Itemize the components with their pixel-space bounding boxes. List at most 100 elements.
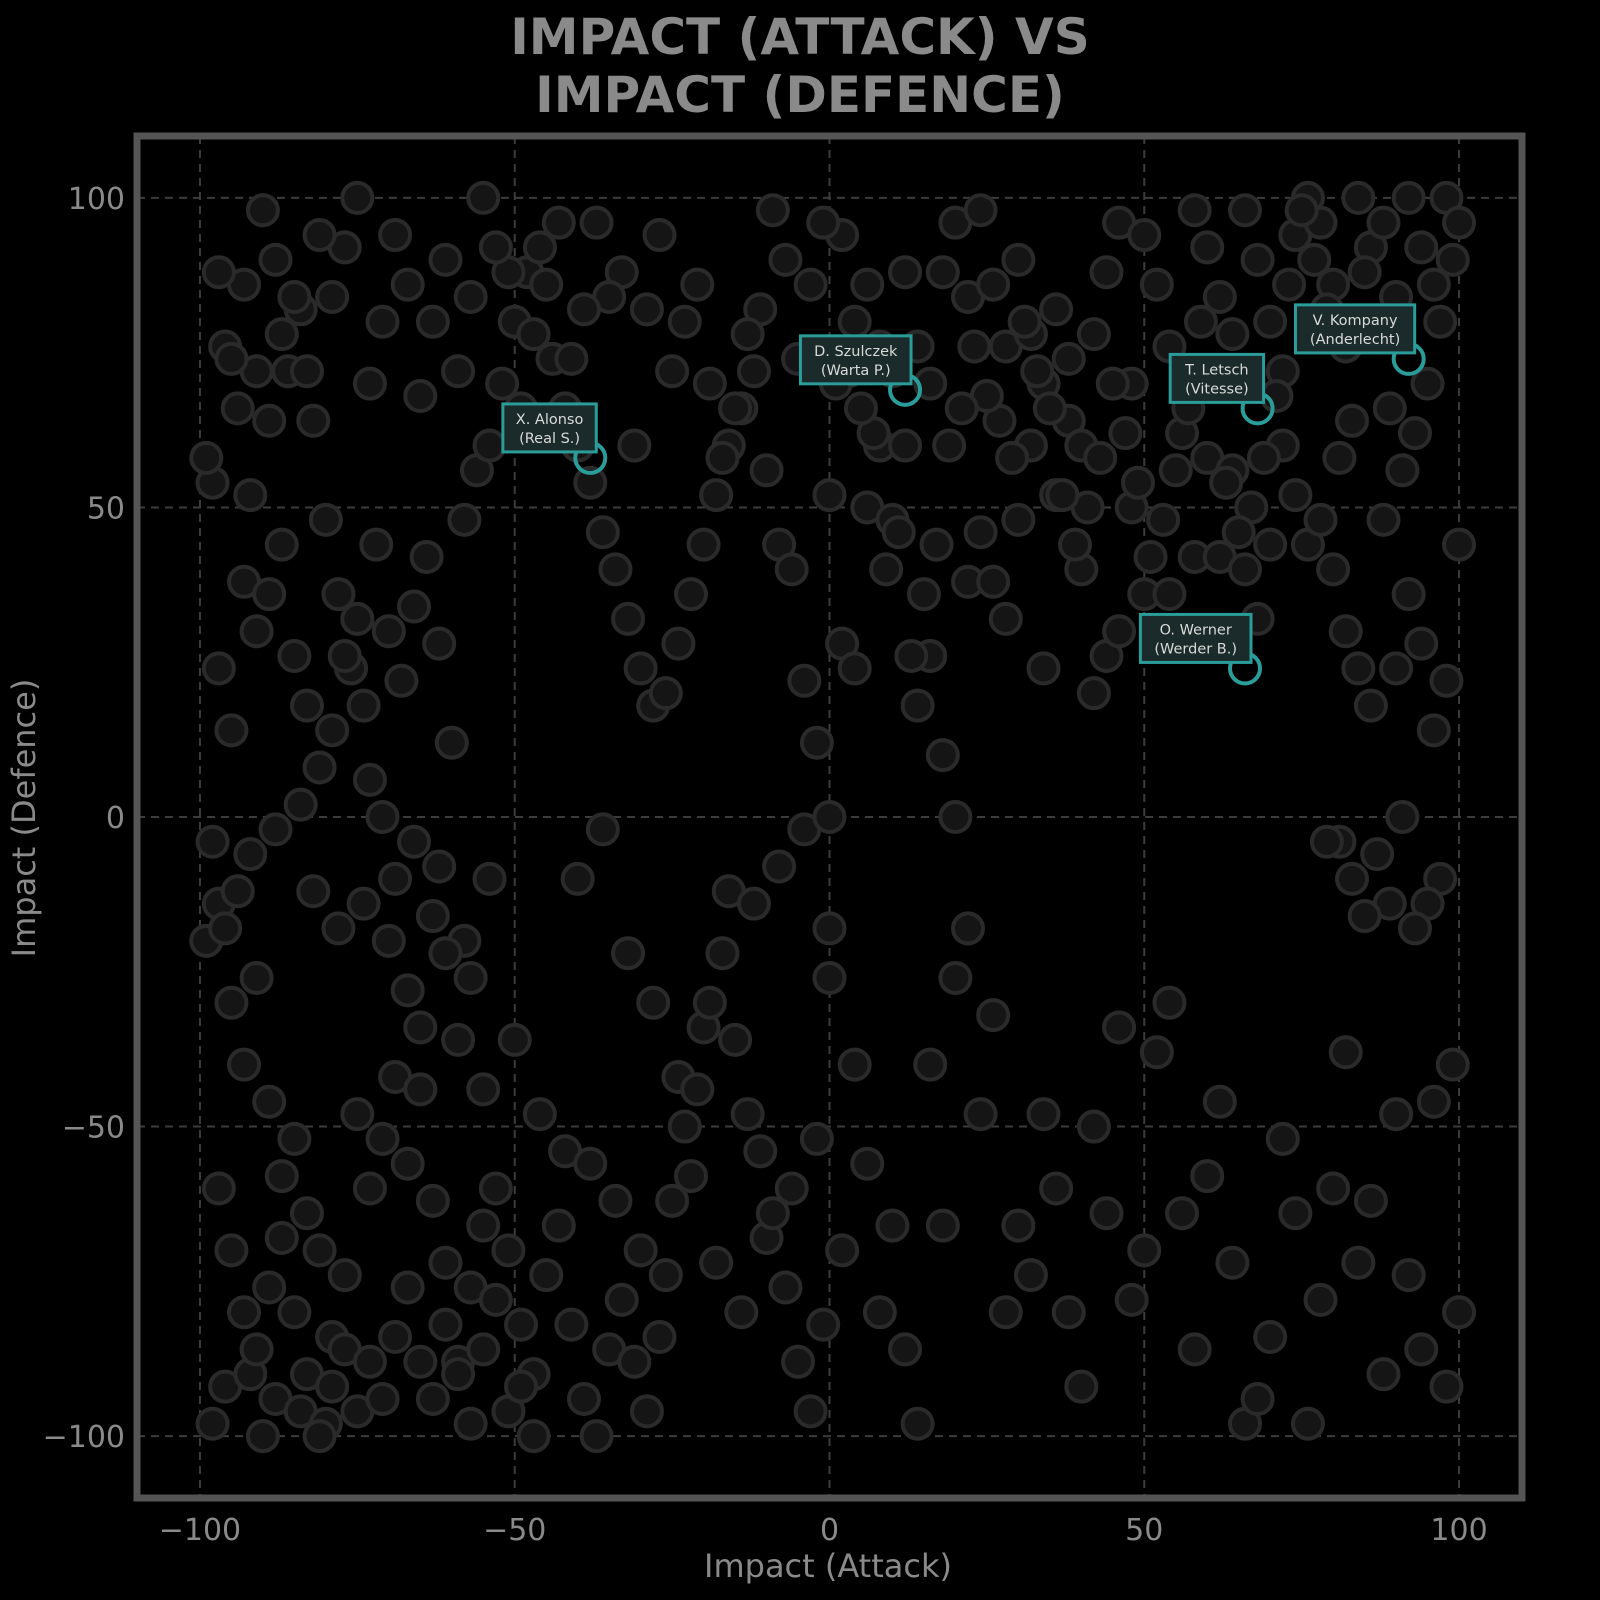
- data-point: [1209, 465, 1244, 500]
- data-point: [277, 1295, 312, 1330]
- data-point: [781, 1344, 816, 1379]
- y-tick-label: −50: [62, 1111, 125, 1146]
- data-point: [762, 849, 797, 884]
- data-point: [743, 1134, 778, 1169]
- data-point: [1353, 688, 1388, 723]
- data-point: [944, 391, 979, 426]
- data-point: [1297, 242, 1332, 277]
- scatter-points: [189, 180, 1477, 1454]
- data-point: [201, 1171, 236, 1206]
- data-point: [264, 1220, 299, 1255]
- data-point: [415, 899, 450, 934]
- annotation-player-name: D. Szulczek: [814, 344, 898, 360]
- data-point: [390, 1146, 425, 1181]
- data-point: [1303, 1282, 1338, 1317]
- data-point: [674, 1159, 708, 1194]
- data-point: [736, 354, 771, 389]
- data-point: [315, 279, 350, 314]
- data-point: [900, 688, 935, 723]
- data-point: [768, 1270, 803, 1305]
- data-point: [629, 1394, 664, 1429]
- data-point: [1385, 453, 1420, 488]
- data-point: [837, 304, 872, 339]
- player-annotation: O. Werner (Werder B.): [1138, 612, 1262, 686]
- data-point: [422, 849, 457, 884]
- data-point: [1410, 366, 1445, 401]
- data-point: [296, 403, 331, 438]
- data-point: [233, 837, 268, 872]
- data-point: [441, 1357, 476, 1392]
- data-point: [894, 639, 929, 674]
- data-point: [755, 193, 790, 228]
- data-point: [585, 812, 620, 847]
- data-point: [472, 428, 507, 463]
- data-point: [466, 1208, 501, 1243]
- data-point: [359, 527, 394, 562]
- data-point: [1341, 651, 1376, 686]
- data-point: [397, 589, 431, 624]
- data-point: [1095, 366, 1130, 401]
- data-point: [1290, 1406, 1325, 1441]
- data-point: [585, 515, 620, 550]
- data-point: [699, 478, 734, 513]
- data-point: [995, 440, 1030, 475]
- data-point: [302, 218, 337, 253]
- data-point: [573, 465, 608, 500]
- data-point: [1253, 527, 1288, 562]
- data-point: [566, 292, 601, 327]
- data-point: [541, 205, 576, 240]
- data-point: [1013, 1258, 1048, 1293]
- annotation-box: [501, 402, 598, 454]
- data-point: [1139, 267, 1174, 302]
- data-point: [869, 552, 904, 587]
- data-point: [227, 1295, 262, 1330]
- data-point: [1202, 1084, 1237, 1119]
- y-tick-label: 50: [87, 491, 125, 526]
- data-point: [913, 1047, 948, 1082]
- data-point: [1001, 502, 1036, 537]
- data-point: [258, 242, 293, 277]
- data-point: [787, 663, 822, 698]
- data-point: [1133, 539, 1168, 574]
- data-point: [1120, 465, 1155, 500]
- data-point: [806, 1307, 841, 1342]
- data-point: [289, 1196, 324, 1231]
- data-point: [264, 1159, 299, 1194]
- data-point: [403, 379, 438, 414]
- data-point: [598, 552, 633, 587]
- data-point: [277, 1121, 312, 1156]
- data-point: [730, 317, 765, 352]
- data-point: [302, 1233, 337, 1268]
- data-point: [289, 354, 324, 389]
- data-point: [1429, 1369, 1464, 1404]
- data-point: [1335, 861, 1370, 896]
- data-point: [1045, 478, 1080, 513]
- annotation-team-name: (Werder B.): [1154, 641, 1237, 657]
- data-point: [195, 824, 230, 859]
- data-point: [623, 1233, 658, 1268]
- data-point: [1102, 1010, 1137, 1045]
- data-point: [352, 762, 387, 797]
- data-point: [1089, 255, 1124, 290]
- data-point: [485, 366, 520, 401]
- data-point: [655, 1183, 690, 1218]
- data-point: [428, 1307, 463, 1342]
- data-point: [283, 787, 318, 822]
- data-point: [378, 861, 413, 896]
- data-point: [1083, 440, 1118, 475]
- data-point: [472, 861, 507, 896]
- data-point: [239, 960, 274, 995]
- data-point: [1032, 391, 1067, 426]
- data-point: [365, 304, 400, 339]
- data-point: [850, 1146, 885, 1181]
- data-point: [1202, 279, 1237, 314]
- data-point: [1152, 577, 1187, 612]
- data-point: [774, 1171, 809, 1206]
- data-point: [1076, 676, 1111, 711]
- data-point: [504, 1369, 539, 1404]
- data-point: [371, 923, 406, 958]
- data-point: [315, 713, 350, 748]
- data-point: [963, 1097, 998, 1132]
- data-point: [812, 800, 847, 834]
- data-point: [642, 218, 677, 253]
